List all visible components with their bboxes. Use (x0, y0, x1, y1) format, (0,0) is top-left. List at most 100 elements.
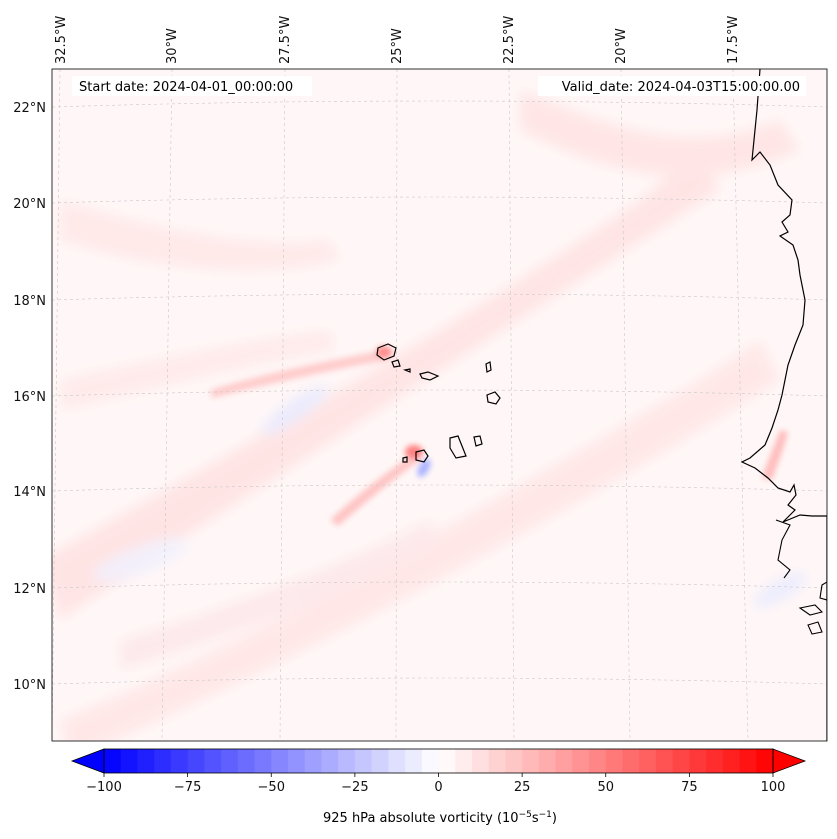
vorticity-band-3 (60, 200, 340, 271)
coastal-band (762, 430, 788, 480)
colorbar-cell (405, 749, 423, 773)
colorbar-tick-label: 0 (434, 780, 442, 795)
colorbar-cell (689, 749, 707, 773)
colorbar-label-close: ) (552, 811, 557, 826)
lat-label-0: 22°N (13, 101, 46, 116)
colorbar-cell (237, 749, 256, 773)
parallel-12n (52, 581, 827, 589)
parallel-18n (52, 293, 827, 301)
neg-patch-2 (92, 538, 188, 582)
colorbar-cell (254, 749, 272, 773)
parallel-14n (52, 484, 827, 492)
meridian-22-5w (508, 69, 515, 741)
colorbar-tick-label: −50 (258, 780, 285, 795)
colorbar-tick-label: 75 (681, 780, 698, 795)
valid-date-label: Valid_date: 2024-04-03T15:00:00.00 (562, 80, 800, 95)
lat-label-5: 12°N (13, 582, 46, 597)
colorbar-cell (756, 749, 774, 773)
colorbar-label-unit-exponent: −1 (539, 810, 552, 820)
fogo-vorticity-max (405, 445, 423, 459)
colorbar-cell (605, 749, 624, 773)
neg-patch-1 (261, 385, 329, 435)
colorbar-label: 925 hPa absolute vorticity (10−5s−1) (323, 810, 557, 826)
lat-label-1: 20°N (13, 197, 46, 212)
colorbar-cell (421, 749, 440, 773)
colorbar-cell (655, 749, 674, 773)
santa-luzia-island (402, 368, 411, 373)
colorbar-cell (438, 749, 456, 773)
meridian-30w (161, 69, 173, 741)
graticule (52, 69, 827, 741)
cape-verde-islands (376, 343, 501, 463)
parallel-20n (52, 196, 827, 204)
africa-coastline (740, 69, 827, 741)
lat-label-4: 14°N (13, 485, 46, 500)
colorbar-ticks: −100 −75 −50 −25 0 25 50 75 100 (86, 773, 785, 795)
colorbar-cell (622, 749, 640, 773)
lon-label-6: 17.5°W (726, 16, 741, 64)
colorbar-extend-min (70, 748, 105, 774)
vorticity-band-4 (520, 90, 800, 177)
colorbar-cell (672, 749, 690, 773)
santiago-island (449, 435, 467, 459)
vorticity-band-1 (52, 150, 720, 620)
start-date-background (72, 76, 312, 96)
parallel-16n (52, 389, 827, 397)
map-frame (51, 68, 828, 742)
colorbar-cell (338, 749, 356, 773)
colorbar-cell (371, 749, 389, 773)
meridian-20w (620, 69, 631, 741)
meridian-17-5w (732, 69, 749, 741)
colorbar-cell (522, 749, 540, 773)
vorticity-band-2 (60, 340, 780, 741)
colorbar-cell (538, 749, 557, 773)
colorbar-cell (204, 749, 222, 773)
meridian-27-5w (279, 69, 286, 741)
colorbar-cell (287, 749, 306, 773)
guinea-islands (798, 581, 827, 635)
date-box-left: Start date: 2024-04-01_00:00:00 (72, 76, 312, 96)
lat-label-3: 16°N (13, 390, 46, 405)
colorbar-cell (354, 749, 373, 773)
santo-antao-island (376, 343, 397, 361)
colorbar-label-text: 925 hPa absolute vorticity (10 (323, 811, 519, 826)
start-date-label: Start date: 2024-04-01_00:00:00 (79, 80, 293, 95)
meridian-25w (395, 69, 398, 741)
valid-date-background (538, 76, 806, 96)
colorbar-extend-max (772, 748, 807, 774)
sao-vicente-island (391, 359, 401, 368)
colorbar-cell (722, 749, 741, 773)
colorbar-cell (488, 749, 507, 773)
lon-label-2: 27.5°W (278, 16, 293, 64)
neg-patch-3 (753, 572, 807, 608)
colorbar-tick-label: −25 (341, 780, 368, 795)
fogo-wake (330, 452, 420, 526)
vorticity-band-5 (60, 330, 335, 410)
map-panel: Start date: 2024-04-01_00:00:00 Valid_da… (51, 68, 828, 742)
vorticity-band-6 (120, 520, 440, 670)
colorbar: −100 −75 −50 −25 0 25 50 75 100 925 hPa absolute… (70, 748, 807, 826)
colorbar-tick-label: −75 (174, 780, 201, 795)
colorbar-cell (589, 749, 607, 773)
colorbar-tick-label: −100 (86, 780, 122, 795)
sao-nicolau-island (419, 371, 440, 381)
lat-label-2: 18°N (13, 294, 46, 309)
colorbar-cell (137, 749, 155, 773)
sal-wake (210, 350, 388, 398)
sal-vorticity-max (376, 346, 392, 358)
colorbar-label-unit: s (532, 811, 539, 826)
lat-label-6: 10°N (13, 678, 46, 693)
lon-label-0: 32.5°W (54, 16, 69, 64)
colorbar-cells (104, 749, 774, 773)
colorbar-cell (505, 749, 523, 773)
fogo-lee-min (417, 458, 431, 478)
colorbar-cell (706, 749, 724, 773)
maio-island (473, 435, 483, 447)
latitude-labels: 22°N 20°N 18°N 16°N 14°N 12°N 10°N (13, 101, 46, 693)
colorbar-cell (639, 749, 657, 773)
longitude-labels: 32.5°W 30°W 27.5°W 25°W 22.5°W 20°W 17.5… (54, 16, 741, 64)
colorbar-label-exponent: −5 (519, 810, 532, 820)
colorbar-cell (388, 749, 406, 773)
brava-island (402, 456, 408, 463)
colorbar-cell (471, 749, 490, 773)
